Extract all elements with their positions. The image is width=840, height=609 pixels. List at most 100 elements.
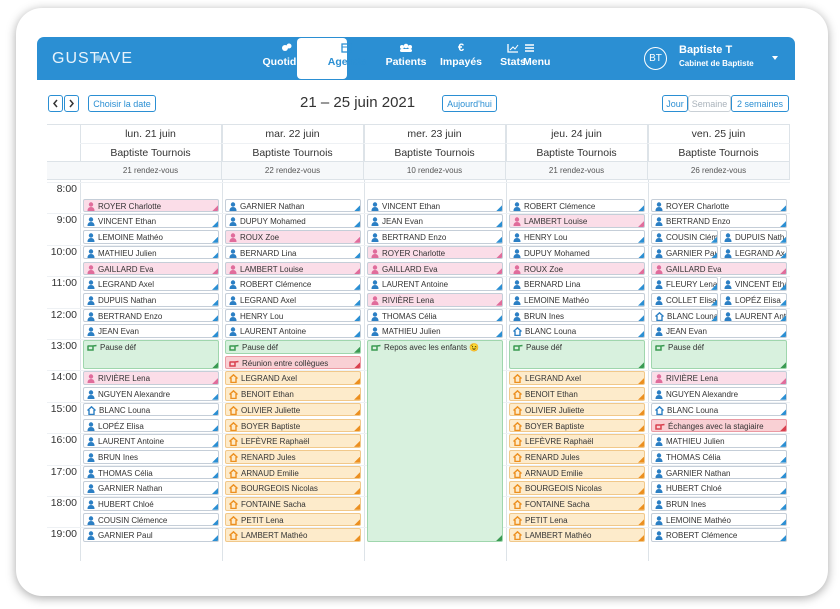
nav-item[interactable]: Quotidien (262, 42, 312, 76)
appointment[interactable]: BRUN Ines (83, 449, 219, 464)
appointment[interactable]: GAILLARD Eva (651, 261, 787, 276)
view-button[interactable]: Semaine (688, 95, 731, 112)
nav-item[interactable]: Patients (381, 42, 431, 76)
appointment[interactable]: LEMOINE Mathéo (651, 512, 787, 527)
appointment[interactable]: MATHIEU Julien (83, 245, 219, 260)
appointment[interactable]: RIVIÈRE Lena (83, 371, 219, 386)
appointment[interactable]: RIVIÈRE Lena (367, 292, 503, 307)
appointment[interactable]: FONTAINE Sacha (509, 497, 645, 511)
nav-item[interactable]: Menu (523, 42, 563, 76)
logo[interactable]: GUSTAVE (52, 50, 134, 67)
appointment[interactable]: COLLET Elisa (651, 292, 718, 307)
appointment[interactable]: LAMBERT Mathéo (225, 528, 361, 543)
appointment[interactable]: BERTRAND Enzo (83, 308, 219, 323)
appointment[interactable]: MATHIEU Julien (651, 434, 787, 448)
avatar[interactable]: BT (644, 47, 667, 70)
appointment[interactable]: ROUX Zoe (509, 261, 645, 276)
appointment[interactable]: BRUN Ines (509, 308, 645, 323)
appointment[interactable]: DUPUY Mohamed (509, 245, 645, 260)
appointment[interactable]: ARNAUD Emilie (509, 465, 645, 480)
appointment[interactable]: LAMBERT Louise (225, 261, 361, 276)
appointment[interactable]: MATHIEU Julien (367, 324, 503, 338)
appointment[interactable]: GAILLARD Eva (83, 261, 219, 276)
appointment[interactable]: LAURENT Antoine (225, 324, 361, 338)
appointment[interactable]: PETIT Lena (509, 512, 645, 527)
appointment[interactable]: LEMOINE Mathéo (83, 230, 219, 244)
appointment[interactable]: PETIT Lena (225, 512, 361, 527)
appointment[interactable]: THOMAS Célia (367, 308, 503, 323)
appointment[interactable]: DUPUIS Nathan (83, 292, 219, 307)
appointment[interactable]: LAURENT Antoine (367, 277, 503, 291)
next-button[interactable] (64, 95, 79, 112)
appointment[interactable]: GARNIER Nathan (225, 198, 361, 213)
appointment[interactable]: Pause déf (83, 340, 219, 370)
nav-item[interactable]: Agenda (322, 42, 372, 76)
appointment[interactable]: Pause déf (225, 340, 361, 354)
appointment[interactable]: ROBERT Clémence (225, 277, 361, 291)
appointment[interactable]: LAMBERT Mathéo (509, 528, 645, 543)
appointment[interactable]: Échanges avec la stagiaire (651, 418, 787, 433)
appointment[interactable]: LEFÈVRE Raphaël (225, 434, 361, 448)
view-button[interactable]: 2 semaines (731, 95, 789, 112)
appointment[interactable]: DUPUIS Nath (720, 230, 787, 244)
appointment[interactable]: RENARD Jules (225, 449, 361, 464)
appointment[interactable]: NGUYEN Alexandre (83, 387, 219, 401)
appointment[interactable]: BLANC Louna (651, 402, 787, 417)
appointment[interactable]: BLANC Louna (83, 402, 219, 417)
appointment[interactable]: LAMBERT Louise (509, 214, 645, 229)
appointment[interactable]: THOMAS Célia (651, 449, 787, 464)
appointment[interactable]: GARNIER Nathan (83, 481, 219, 495)
appointment[interactable]: RIVIÈRE Lena (651, 371, 787, 386)
appointment[interactable]: BOYER Baptiste (225, 418, 361, 433)
nav-item[interactable]: € Impayés (436, 42, 486, 76)
appointment[interactable]: LEMOINE Mathéo (509, 292, 645, 307)
appointment[interactable]: JEAN Evan (651, 324, 787, 338)
appointment[interactable]: Repos avec les enfants 😉 (367, 340, 503, 543)
appointment[interactable]: ARNAUD Emilie (225, 465, 361, 480)
appointment[interactable]: GARNIER Paul (83, 528, 219, 543)
appointment[interactable]: HUBERT Chloé (651, 481, 787, 495)
appointment[interactable]: ROYER Charlotte (367, 245, 503, 260)
appointment[interactable]: LEGRAND Axel (509, 371, 645, 386)
appointment[interactable]: GARNIER Pau (651, 245, 718, 260)
appointment[interactable]: BLANC Louna (509, 324, 645, 338)
appointment[interactable]: ROYER Charlotte (651, 198, 787, 213)
appointment[interactable]: LAURENT Antoine (83, 434, 219, 448)
appointment[interactable]: Pause déf (651, 340, 787, 370)
user-name[interactable]: Baptiste T (679, 44, 733, 56)
appointment[interactable]: ROBERT Clémence (509, 198, 645, 213)
appointment[interactable]: COUSIN Clémence (83, 512, 219, 527)
appointment[interactable]: LAURENT Ant (720, 308, 787, 323)
appointment[interactable]: FONTAINE Sacha (225, 497, 361, 511)
appointment[interactable]: HENRY Lou (509, 230, 645, 244)
nav-item[interactable]: Stats (488, 42, 538, 76)
prev-button[interactable] (48, 95, 63, 112)
appointment[interactable]: FLEURY Lena (651, 277, 718, 291)
appointment[interactable]: LOPÉZ Elisa (83, 418, 219, 433)
appointment[interactable]: HENRY Lou (225, 308, 361, 323)
appointment[interactable]: BERTRAND Enzo (651, 214, 787, 229)
appointment[interactable]: LEFÈVRE Raphaël (509, 434, 645, 448)
choose-date-button[interactable]: Choisir la date (88, 95, 156, 112)
appointment[interactable]: COUSIN Clém (651, 230, 718, 244)
appointment[interactable]: THOMAS Célia (83, 465, 219, 480)
appointment[interactable]: BLANC Louna (651, 308, 718, 323)
appointment[interactable]: Pause déf (509, 340, 645, 370)
appointment[interactable]: BENOIT Ethan (509, 387, 645, 401)
caret[interactable] (771, 55, 779, 61)
today-button[interactable]: Aujourd'hui (442, 95, 497, 112)
appointment[interactable]: JEAN Evan (367, 214, 503, 229)
appointment[interactable]: LEGRAND Axel (225, 371, 361, 386)
appointment[interactable]: BOURGEOIS Nicolas (225, 481, 361, 495)
appointment[interactable]: GAILLARD Eva (367, 261, 503, 276)
appointment[interactable]: LEGRAND Axel (225, 292, 361, 307)
appointment[interactable]: DUPUY Mohamed (225, 214, 361, 229)
appointment[interactable]: BERTRAND Enzo (367, 230, 503, 244)
appointment[interactable]: ROBERT Clémence (651, 528, 787, 543)
appointment[interactable]: Réunion entre collègues (225, 355, 361, 370)
appointment[interactable]: ROUX Zoe (225, 230, 361, 244)
appointment[interactable]: OLIVIER Juliette (225, 402, 361, 417)
appointment[interactable]: OLIVIER Juliette (509, 402, 645, 417)
appointment[interactable]: VINCENT Ethan (83, 214, 219, 229)
appointment[interactable]: LEGRAND Axel (83, 277, 219, 291)
